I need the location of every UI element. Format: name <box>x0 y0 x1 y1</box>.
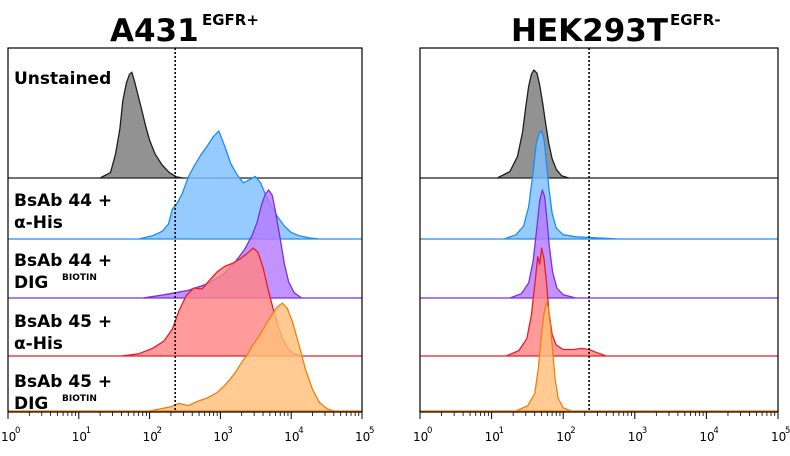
x-tick-label: 10 <box>485 430 500 444</box>
x-tick-label-exponent: 3 <box>227 426 232 436</box>
row-label: BsAb 44 + <box>14 251 112 271</box>
x-tick-label-exponent: 2 <box>570 426 575 436</box>
histogram-outline-row-4 <box>420 247 778 357</box>
plot-area <box>420 69 778 412</box>
x-tick-label: 10 <box>284 430 299 444</box>
row-label: α-His <box>14 213 63 233</box>
x-tick-label: 10 <box>143 430 158 444</box>
row-label: BsAb 45 + <box>14 312 112 332</box>
x-tick-label: 10 <box>213 430 228 444</box>
x-tick-label-exponent: 5 <box>785 426 790 436</box>
plot-area <box>8 71 362 412</box>
row-label: BsAb 45 + <box>14 372 112 392</box>
x-tick-label: 10 <box>556 430 571 444</box>
row-label: Unstained <box>14 69 111 89</box>
histogram-panel-2: HEK293T EGFR-100 101 102 103 104 105 <box>413 11 790 444</box>
histogram-outline-row-3 <box>8 189 362 299</box>
histogram-outline-row-5 <box>8 302 362 412</box>
panel-frame <box>419 47 779 413</box>
histogram-outline-row-1 <box>8 71 362 179</box>
panel-title-superscript: EGFR- <box>670 11 721 29</box>
x-tick-label-exponent: 3 <box>642 426 647 436</box>
x-tick-label-exponent: 1 <box>499 426 504 436</box>
panel-title: HEK293T <box>511 13 668 49</box>
row-label: α-His <box>14 334 63 354</box>
x-tick-label-exponent: 4 <box>298 426 303 436</box>
x-tick-label: 10 <box>413 430 428 444</box>
histogram-fill-row-5 <box>420 303 778 411</box>
x-tick-label-exponent: 5 <box>369 426 374 436</box>
histogram-outline-row-1 <box>420 69 778 179</box>
histogram-outline-row-5 <box>420 302 778 412</box>
histogram-fill-row-1 <box>420 70 778 178</box>
panel-title-superscript: EGFR+ <box>202 11 259 29</box>
x-tick-label-exponent: 0 <box>427 426 432 436</box>
row-label: DIG <box>14 394 48 414</box>
x-tick-label: 10 <box>771 430 786 444</box>
histogram-fill-row-3 <box>8 190 362 298</box>
x-tick-label: 10 <box>355 430 370 444</box>
histogram-outline-row-2 <box>8 130 362 240</box>
histogram-fill-row-2 <box>420 131 778 239</box>
x-tick-label-exponent: 2 <box>157 426 162 436</box>
row-label: BsAb 44 + <box>14 191 112 211</box>
row-label-superscript: BIOTIN <box>62 273 97 283</box>
x-tick-label: 10 <box>72 430 87 444</box>
x-tick-label-exponent: 1 <box>86 426 91 436</box>
x-tick-label: 10 <box>1 430 16 444</box>
panel-frame <box>7 47 363 413</box>
histogram-panel-1: A431 EGFR+100 101 102 103 104 105UnstainedBsAb… <box>1 11 374 444</box>
histogram-fill-row-4 <box>420 248 778 356</box>
row-label-superscript: BIOTIN <box>62 394 97 404</box>
x-tick-label: 10 <box>628 430 643 444</box>
panel-title: A431 <box>110 13 199 49</box>
histogram-outline-row-3 <box>420 189 778 299</box>
histogram-fill-row-3 <box>420 190 778 298</box>
histogram-fill-row-5 <box>8 303 362 411</box>
histogram-outline-row-2 <box>420 130 778 240</box>
x-tick-label: 10 <box>699 430 714 444</box>
row-label: DIG <box>14 273 48 293</box>
x-tick-label-exponent: 0 <box>15 426 20 436</box>
x-tick-label-exponent: 4 <box>713 426 718 436</box>
